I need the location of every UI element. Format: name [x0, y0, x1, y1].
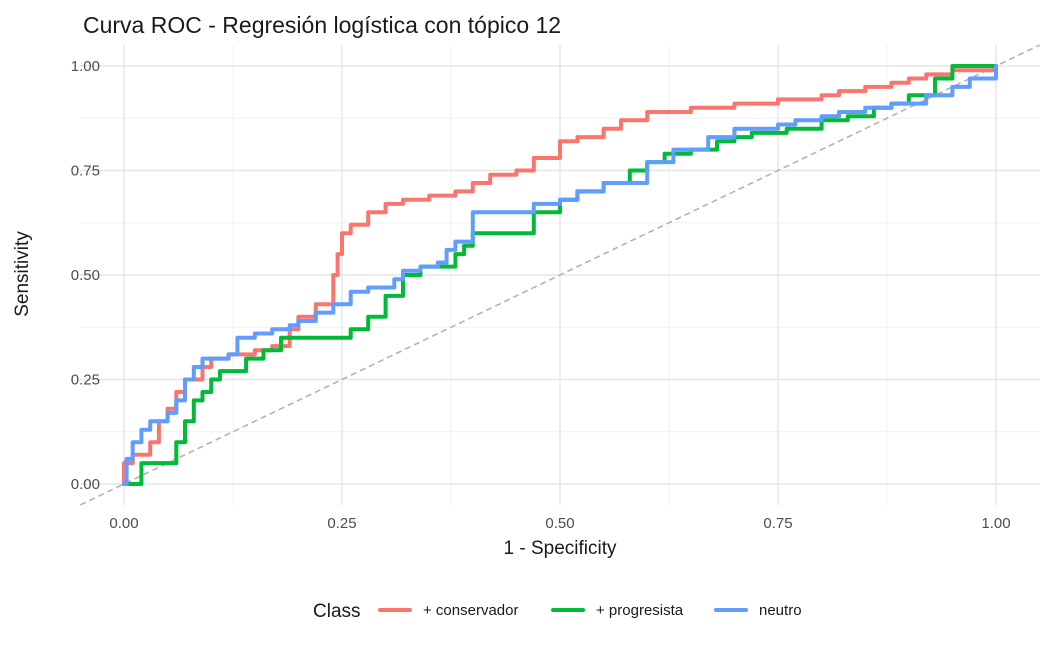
- y-tick-label: 0.50: [71, 267, 100, 284]
- x-tick-labels: 0.00 0.25 0.50 0.75 1.00: [109, 515, 1010, 532]
- x-tick-label: 0.50: [545, 515, 574, 532]
- reference-line: [80, 44, 1040, 506]
- x-tick-label: 1.00: [981, 515, 1010, 532]
- y-tick-label: 0.75: [71, 163, 100, 180]
- x-tick-label: 0.00: [109, 515, 138, 532]
- legend-label-2: neutro: [759, 602, 802, 619]
- chart-title: Curva ROC - Regresión logística con tópi…: [83, 12, 561, 38]
- series-lines: [122, 64, 998, 486]
- legend-label-1: + progresista: [596, 602, 684, 619]
- y-tick-label: 1.00: [71, 58, 100, 75]
- legend: Class + conservador + progresista neutro: [313, 601, 802, 622]
- series-line-2: [122, 64, 998, 486]
- x-tick-label: 0.75: [763, 515, 792, 532]
- y-tick-label: 0.25: [71, 372, 100, 389]
- reference-diagonal: [80, 44, 1040, 506]
- legend-label-0: + conservador: [423, 602, 518, 619]
- x-tick-label: 0.25: [327, 515, 356, 532]
- y-tick-label: 0.00: [71, 476, 100, 493]
- x-axis-title: 1 - Specificity: [504, 538, 617, 559]
- legend-title: Class: [313, 601, 361, 622]
- series-line-0: [122, 64, 998, 486]
- y-tick-labels: 0.00 0.25 0.50 0.75 1.00: [71, 58, 100, 493]
- y-axis-title: Sensitivity: [12, 231, 33, 317]
